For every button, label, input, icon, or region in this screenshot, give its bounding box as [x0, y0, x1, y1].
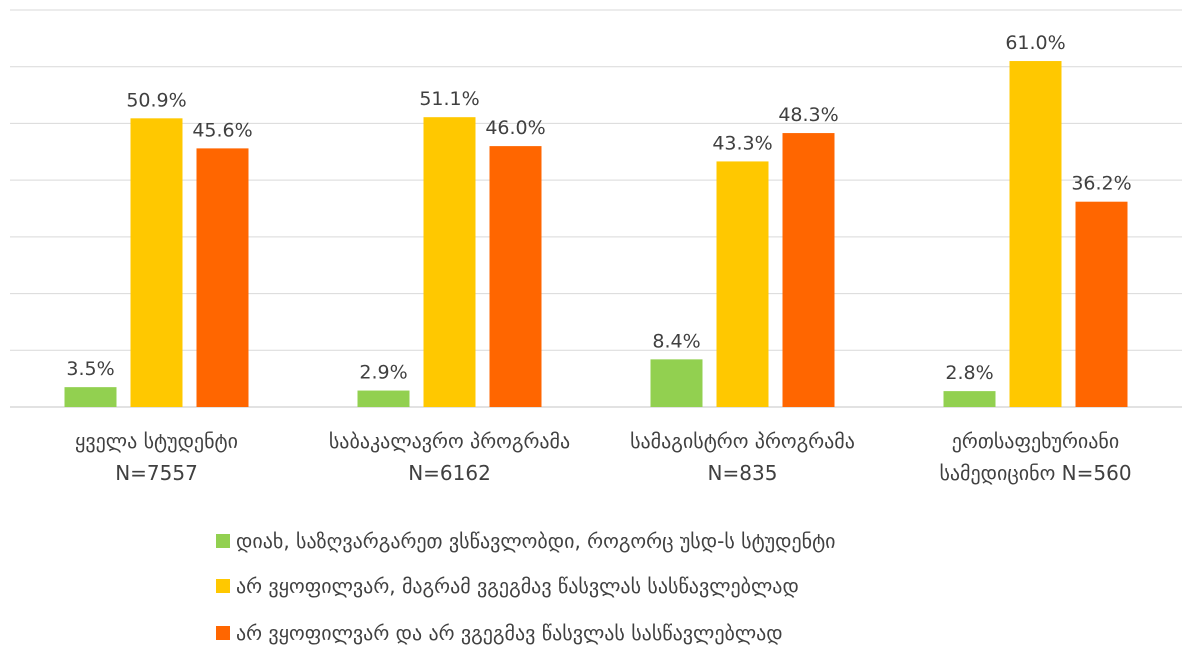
legend-swatch — [216, 626, 230, 640]
bar — [357, 390, 410, 407]
bar — [1075, 201, 1128, 407]
legend-item-studied-abroad: დიახ, საზღვარგარეთ ვსწავლობდი, როგორც უს… — [216, 526, 836, 556]
data-label: 3.5% — [66, 358, 114, 380]
bar — [423, 117, 476, 407]
data-label: 45.6% — [192, 119, 252, 141]
category-label: სამედიცინო N=560 — [939, 461, 1131, 485]
bar — [130, 118, 183, 408]
legend-item-plans-to-go: არ ვყოფილვარ, მაგრამ ვგეგმავ წასვლას სას… — [216, 571, 799, 601]
bar-chart: 3.5% 50.9% 45.6% 2.9% 51.1% 46.0% 8.4% 43.3% 48.… — [10, 9, 1182, 485]
data-label: 43.3% — [712, 132, 772, 154]
bars — [64, 61, 1128, 408]
data-label: 51.1% — [419, 88, 479, 110]
legend-swatch — [216, 579, 230, 593]
legend-label: დიახ, საზღვარგარეთ ვსწავლობდი, როგორც უს… — [236, 529, 836, 553]
category-label: ყველა სტუდენტი — [75, 429, 238, 453]
category-label: N=835 — [708, 461, 778, 485]
bar — [782, 133, 835, 407]
bar — [650, 359, 703, 407]
bar — [489, 146, 542, 407]
data-label: 48.3% — [778, 104, 838, 126]
category-label: N=6162 — [408, 461, 491, 485]
data-label: 2.9% — [359, 362, 407, 384]
legend-label: არ ვყოფილვარ და არ ვგეგმავ წასვლას სასწა… — [236, 621, 783, 645]
category-label: ერთსაფეხურიანი — [952, 429, 1119, 453]
category-label: საბაკალავრო პროგრამა — [329, 429, 570, 453]
data-label: 2.8% — [945, 362, 993, 384]
legend-item-no-plans: არ ვყოფილვარ და არ ვგეგმავ წასვლას სასწა… — [216, 618, 783, 648]
gridlines — [10, 9, 1182, 408]
bar — [196, 148, 249, 407]
category-label: სამაგისტრო პროგრამა — [630, 429, 855, 453]
value-labels: 3.5% 50.9% 45.6% 2.9% 51.1% 46.0% 8.4% 43.3% 48.… — [66, 32, 1131, 384]
data-label: 50.9% — [126, 89, 186, 111]
bar — [64, 387, 117, 407]
legend-label: არ ვყოფილვარ, მაგრამ ვგეგმავ წასვლას სას… — [236, 574, 799, 598]
data-label: 46.0% — [485, 117, 545, 139]
bar — [716, 161, 769, 407]
data-label: 61.0% — [1005, 32, 1065, 54]
data-label: 36.2% — [1071, 173, 1131, 195]
category-labels: ყველა სტუდენტი N=7557 საბაკალავრო პროგრამა… — [75, 429, 1132, 485]
data-label: 8.4% — [652, 330, 700, 352]
bar — [943, 391, 996, 407]
bar — [1009, 61, 1062, 408]
category-label: N=7557 — [115, 461, 198, 485]
legend-swatch — [216, 534, 230, 548]
